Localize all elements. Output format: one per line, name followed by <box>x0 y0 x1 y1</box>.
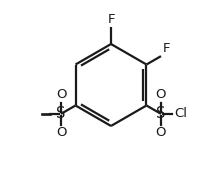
Text: S: S <box>156 106 166 121</box>
Text: F: F <box>163 42 170 55</box>
Text: F: F <box>107 13 115 27</box>
Text: O: O <box>56 126 66 139</box>
Text: O: O <box>156 126 166 139</box>
Text: S: S <box>56 106 66 121</box>
Text: O: O <box>56 88 66 101</box>
Text: O: O <box>156 88 166 101</box>
Text: Cl: Cl <box>174 107 187 120</box>
